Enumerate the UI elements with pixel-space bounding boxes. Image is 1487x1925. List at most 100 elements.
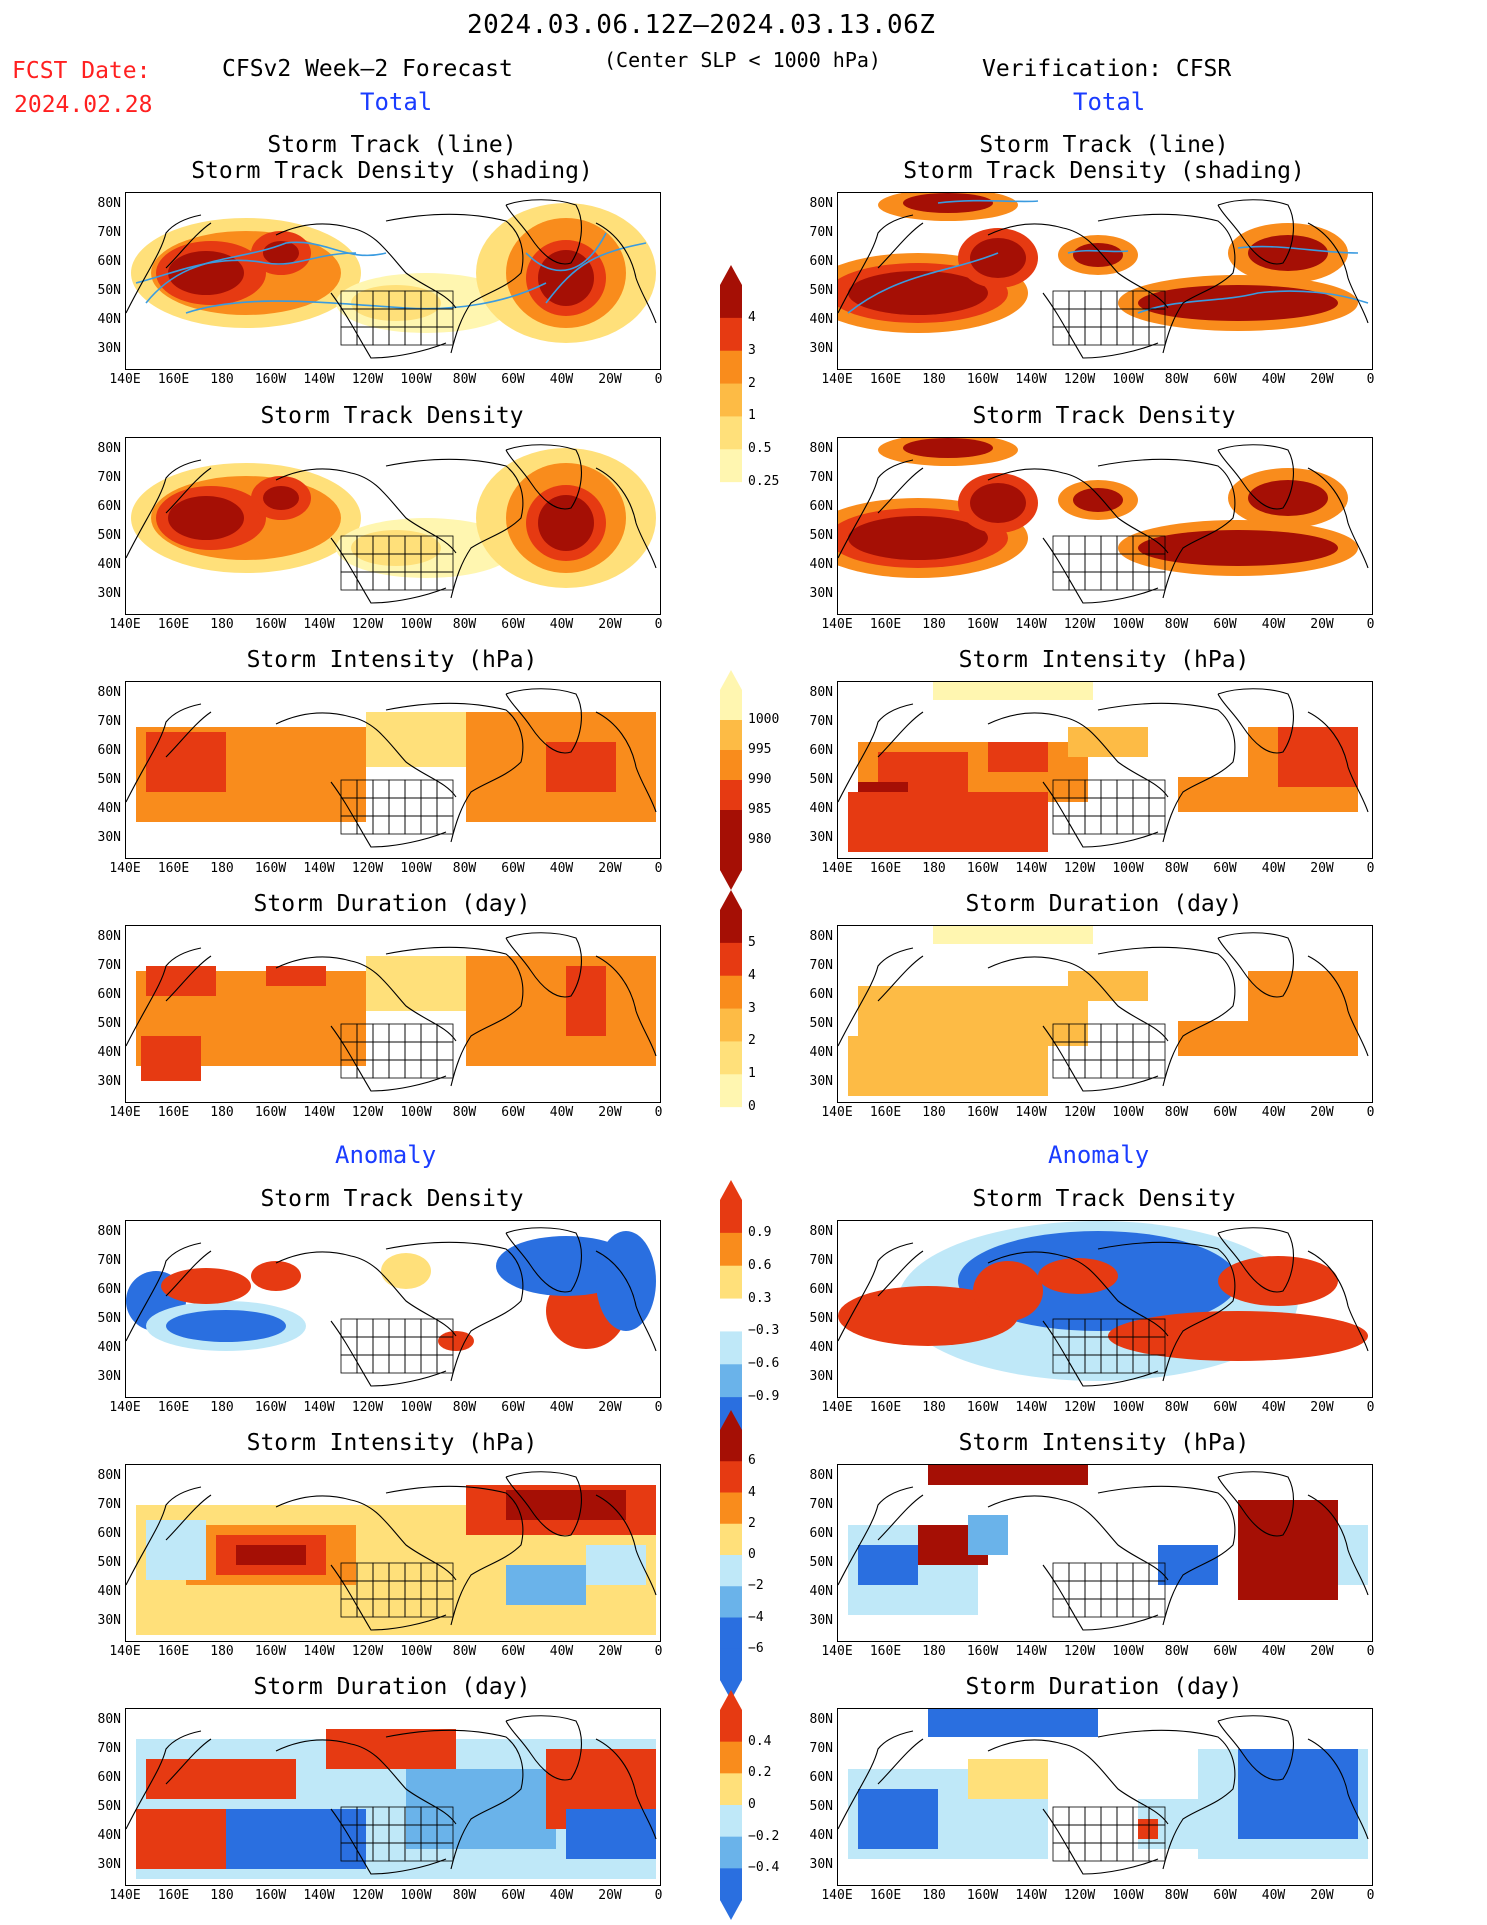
state-border <box>436 326 454 346</box>
colorbar-label: 3 <box>748 342 756 358</box>
colorbar-segment <box>720 1523 742 1556</box>
colorbar-cap-top <box>720 1180 742 1200</box>
colorbar-anom-duration <box>720 1690 742 1924</box>
coastline <box>505 199 582 265</box>
lon-tick-label: 0 <box>654 861 663 876</box>
lon-tick-label: 20W <box>1310 617 1334 632</box>
coastline <box>385 213 524 354</box>
coastline <box>330 1564 447 1631</box>
coastline <box>165 222 212 269</box>
coastline <box>1307 467 1369 569</box>
map-panel-l-duration <box>125 925 661 1103</box>
state-border <box>388 779 406 799</box>
shading-blob <box>903 193 993 213</box>
colorbar-label: −0.6 <box>748 1356 780 1372</box>
title-r-anom-intensity: Storm Intensity (hPa) <box>958 1430 1250 1456</box>
colorbar-label: 0.25 <box>748 474 780 490</box>
lon-tick-label: 80W <box>452 617 477 632</box>
lon-tick-label: 0 <box>1366 1888 1375 1903</box>
colorbar-segment <box>720 690 742 721</box>
storm-track-line <box>185 282 547 314</box>
colorbar-segment <box>720 1200 742 1234</box>
shading-block <box>546 742 616 792</box>
lon-tick-label: 180 <box>922 861 946 876</box>
coastline <box>330 537 447 604</box>
coastline <box>838 214 914 314</box>
lat-tick-label: 80N <box>97 929 121 944</box>
lon-tick-label: 40W <box>549 1888 574 1903</box>
lat-tick-label: 50N <box>97 528 121 543</box>
state-border <box>1084 1806 1102 1826</box>
lat-tick-label: 80N <box>809 1712 833 1727</box>
lat-tick-label: 50N <box>97 772 121 787</box>
storm-track-line <box>545 242 647 304</box>
lat-tick-label: 50N <box>809 1016 833 1031</box>
lat-tick-label: 40N <box>97 1045 121 1060</box>
lat-tick-label: 50N <box>97 1555 121 1570</box>
shading-blob <box>848 271 988 315</box>
colorbar-segment <box>720 1868 742 1901</box>
lon-tick-label: 140W <box>1015 1888 1047 1903</box>
title-r-anom-duration: Storm Duration (day) <box>965 1674 1243 1700</box>
coastline <box>1307 1250 1369 1352</box>
state-border <box>1068 1580 1086 1600</box>
state-border <box>388 1041 406 1061</box>
state-border <box>1116 1059 1134 1079</box>
coastline <box>877 1494 924 1541</box>
shading-blob <box>351 530 441 566</box>
lat-tick-label: 60N <box>97 1526 121 1541</box>
lon-tick-label: 40W <box>549 1105 574 1120</box>
title-l-duration: Storm Duration (day) <box>253 891 531 917</box>
title-r-anom-density: Storm Track Density <box>972 1186 1236 1212</box>
shading-blob <box>251 1261 301 1291</box>
state-border <box>1132 797 1150 817</box>
lon-tick-label: 20W <box>598 1105 622 1120</box>
colorbar-cap-bottom <box>720 515 742 535</box>
map-canvas <box>838 1221 1372 1397</box>
coastline <box>987 223 1169 309</box>
lon-tick-label: 40W <box>1261 1400 1286 1415</box>
lon-tick-label: 100W <box>400 617 432 632</box>
state-border <box>1068 1806 1086 1826</box>
shading-block <box>1158 1545 1218 1585</box>
state-border <box>1116 571 1134 591</box>
lon-tick-label: 40W <box>549 372 574 387</box>
coastline <box>838 1486 914 1586</box>
lon-tick-label: 120W <box>351 861 384 876</box>
lon-tick-label: 160E <box>157 1644 190 1659</box>
coastline <box>275 712 457 798</box>
lon-tick-label: 140E <box>109 1644 141 1659</box>
lon-tick-label: 80W <box>452 1888 477 1903</box>
colorbar-label: 6 <box>748 1453 756 1469</box>
state-border <box>388 815 406 835</box>
colorbar-cap-top <box>720 1690 742 1710</box>
lat-tick-label: 40N <box>809 1340 833 1355</box>
state-border <box>404 1041 422 1061</box>
lon-tick-label: 140E <box>821 1888 853 1903</box>
map-canvas <box>838 1709 1369 1875</box>
shading-block <box>406 1769 556 1849</box>
coastline <box>1042 781 1159 848</box>
lon-tick-label: 40W <box>1261 1888 1286 1903</box>
state-border <box>372 797 390 817</box>
state-border <box>1084 571 1102 591</box>
shading-block <box>928 1465 1088 1485</box>
coastline <box>275 1495 457 1581</box>
coastline <box>838 459 914 559</box>
colorbar-segment <box>720 975 742 1010</box>
colorbar-label: 995 <box>748 742 772 757</box>
state-border <box>388 797 406 817</box>
state-border <box>1116 1580 1134 1600</box>
shading-blob <box>973 1261 1043 1321</box>
state-border <box>1148 1842 1166 1862</box>
lon-tick-label: 140W <box>303 1644 335 1659</box>
colorbar-cap-top <box>720 890 742 910</box>
coastline <box>1217 1715 1294 1781</box>
lon-tick-label: 0 <box>1366 861 1375 876</box>
state-border <box>1132 1041 1150 1061</box>
state-border <box>356 571 374 591</box>
coastline <box>1217 1227 1294 1293</box>
lon-tick-label: 20W <box>1310 1644 1334 1659</box>
state-border <box>420 797 438 817</box>
state-border <box>1100 779 1118 799</box>
